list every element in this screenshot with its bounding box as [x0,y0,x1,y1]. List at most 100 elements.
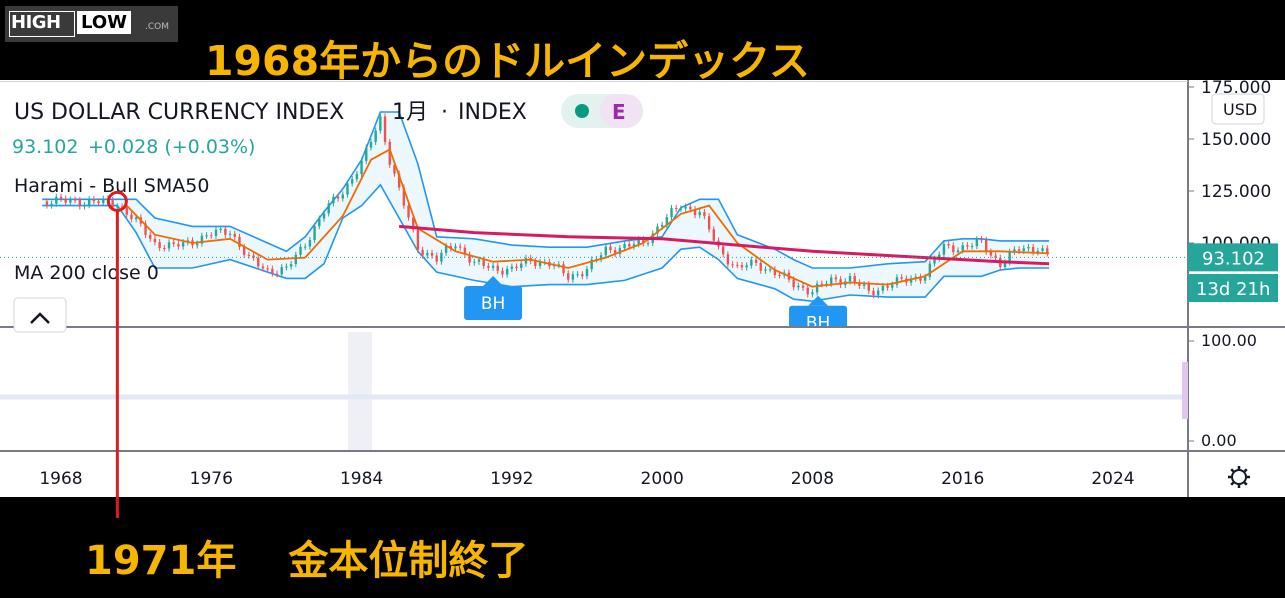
candle-body [510,266,514,269]
candle-body [665,217,669,225]
candle-body [689,206,692,210]
candle-body [1017,249,1021,251]
candle-body [703,212,706,217]
candle-body [750,259,753,266]
candle-body [778,275,781,277]
candle-body [144,223,147,235]
candle-body [233,233,236,237]
candle-body [130,214,133,220]
candle-body [811,292,814,295]
candle-body [876,290,880,296]
candle-body [834,277,838,280]
candle-body [590,259,593,270]
candle-body [181,242,185,247]
channel-upper-line [42,111,1050,269]
candle-body [656,226,659,234]
candle-body [177,243,180,247]
bottom-note-year: 1971年 [85,538,237,584]
countdown-box [1188,274,1278,302]
candle-body [886,285,889,288]
candle-body [388,142,391,165]
y-tick-label: 175.000 [1201,80,1271,98]
candle-body [1046,248,1049,254]
candle-body [322,213,326,219]
candle-body [675,208,678,210]
last-price-box [1188,243,1278,272]
candle-body [759,262,762,271]
candle-body [736,264,739,266]
legend-symbol[interactable]: US DOLLAR CURRENCY INDEX [14,100,344,125]
candle-body [69,199,72,203]
candle-body [473,261,476,263]
candle-body [505,268,509,275]
candle-body [1008,251,1011,263]
candle-body [792,279,795,288]
candle-body [346,183,349,195]
candle-body [289,264,293,267]
candle-body [520,263,523,268]
candle-body [980,239,983,241]
candle-body [468,254,471,263]
candle-body [938,254,941,259]
candle-body [801,285,805,288]
candle-body [853,275,856,283]
candle-body [360,160,363,175]
candle-body [242,246,246,255]
candle-body [698,212,701,216]
candle-body [304,246,307,248]
market-open-dot-icon [575,104,589,118]
candle-body [111,200,114,208]
candle-body [365,147,368,161]
candle-body [412,217,415,230]
currency-button[interactable] [1211,93,1265,125]
candle-body [308,240,312,247]
candle-body [261,266,265,269]
candle-body [538,261,542,266]
candle-body [313,226,316,241]
candle-body [336,196,340,199]
osc-tick-100: 100.00 [1201,331,1257,350]
legend-indicator-ma200[interactable]: MA 200 close 0 [14,262,159,284]
marker-label-bh: BH [806,314,830,334]
candle-body [604,246,607,256]
candle-body [848,275,852,282]
candle-body [449,246,453,249]
candle-body [623,243,626,249]
y-tick-label: 125.000 [1201,182,1271,202]
candle-body [1036,250,1040,253]
candle-body [637,239,640,245]
marker-arrow [483,275,504,286]
candle-body [881,285,885,291]
chart-area[interactable]: BH BH 1968 1976 1984 1992 2000 2008 2016 2024 17… [0,78,1285,497]
chevron-up-icon [30,312,50,324]
candle-body [210,235,213,237]
candle-body [628,243,631,247]
x-tick-label: 1992 [490,469,533,489]
candle-body [618,248,622,254]
legend-indicator-harami[interactable]: Harami - Bull SMA50 [14,175,209,197]
candle-body [684,206,687,209]
price-plot: BH BH [0,111,1186,334]
candle-body [721,246,725,255]
candle-body [83,205,86,207]
candle-body [125,207,128,215]
candle-body [219,228,222,230]
chart-svg[interactable]: BH BH 1968 1976 1984 1992 2000 2008 2016 2024 17… [0,78,1285,497]
candle-body [712,229,716,241]
logo-high: HIGH [11,12,61,33]
candle-body [895,277,899,285]
candle-body [92,199,96,202]
candle-body [369,141,373,148]
candle-body [1031,247,1035,253]
candle-body [426,252,429,256]
candle-body [773,269,777,276]
gear-icon[interactable] [1228,466,1250,488]
candle-body [430,252,434,256]
marker-label-bh: BH [481,294,505,314]
candle-body [585,269,589,277]
candle-body [73,199,77,201]
candle-body [496,265,499,271]
logo: HIGH LOW .COM [5,6,178,42]
candle-body [257,257,260,267]
candle-body [238,236,241,247]
